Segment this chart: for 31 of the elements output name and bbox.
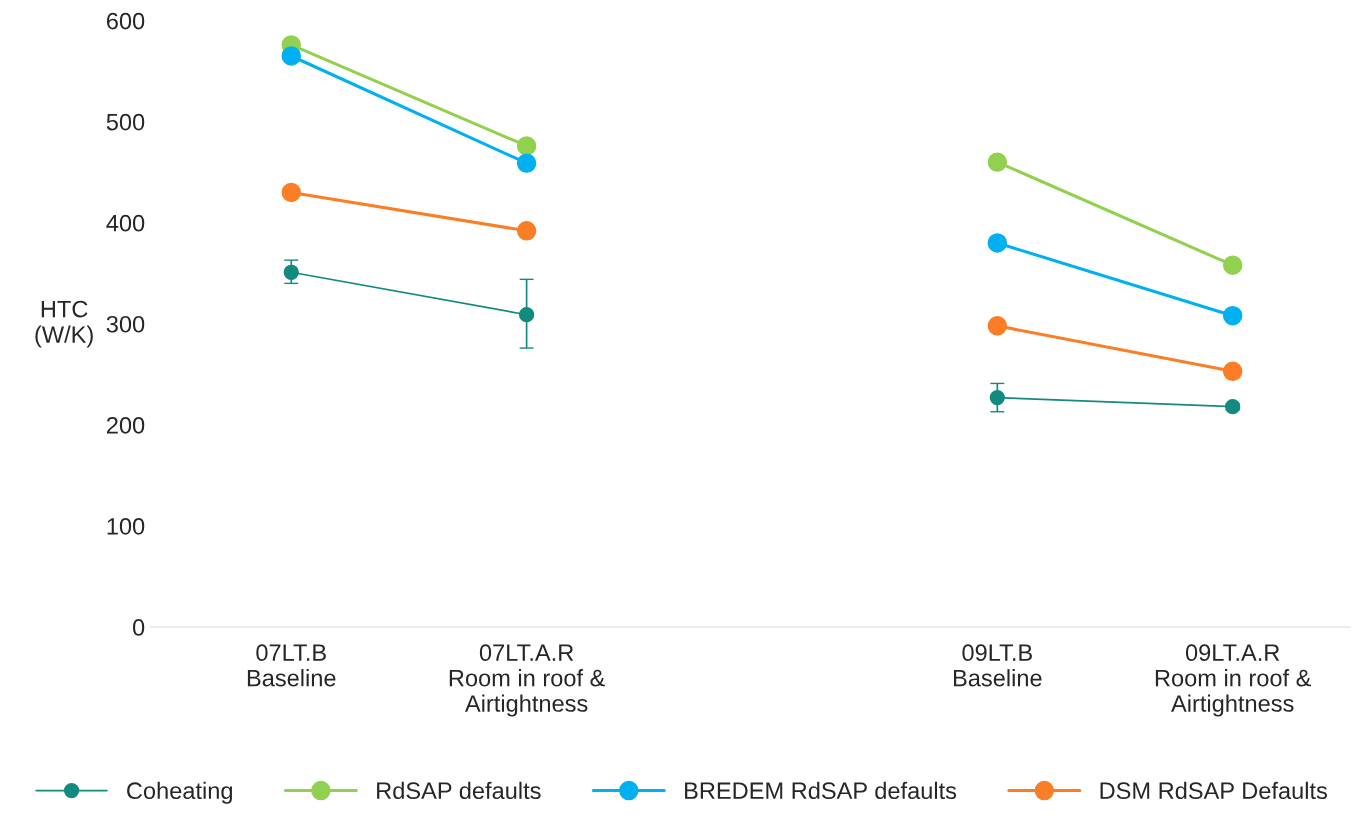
point <box>281 46 301 66</box>
y-tick-label: 200 <box>106 416 145 434</box>
y-tick-label: 300 <box>106 315 145 333</box>
point <box>989 389 1005 406</box>
legend-label: DSM RdSAP Defaults <box>1100 781 1327 800</box>
legend-label: BREDEM RdSAP defaults <box>685 781 957 800</box>
y-tick-label: 500 <box>106 113 145 131</box>
point <box>1225 399 1241 415</box>
point <box>1222 306 1243 326</box>
y-tick-label: 0 <box>132 619 145 636</box>
point <box>987 316 1008 336</box>
legend-label: Coheating <box>127 781 232 804</box>
x-tick-label: 07LT.B Baseline <box>247 644 336 687</box>
y-axis-title: HTC (W/K) <box>35 300 93 348</box>
x-tick-label: 09LT.B Baseline <box>953 644 1042 687</box>
point <box>281 182 301 203</box>
x-tick-label: 07LT.A.R Room in roof & Airtightness <box>449 644 605 717</box>
point <box>1222 255 1243 275</box>
y-tick-label: 100 <box>107 518 145 535</box>
point <box>516 221 537 241</box>
y-tick-label: 400 <box>106 214 145 232</box>
point <box>987 152 1008 172</box>
point <box>516 153 537 173</box>
x-tick-label: 09LT.A.R Room in roof & Airtightness <box>1155 644 1312 717</box>
point <box>283 264 299 280</box>
y-tick-label: 600 <box>106 12 145 30</box>
legend-label: RdSAP defaults <box>377 781 541 800</box>
point <box>518 307 535 323</box>
point <box>987 233 1008 253</box>
point <box>1222 361 1243 382</box>
point <box>516 136 537 156</box>
